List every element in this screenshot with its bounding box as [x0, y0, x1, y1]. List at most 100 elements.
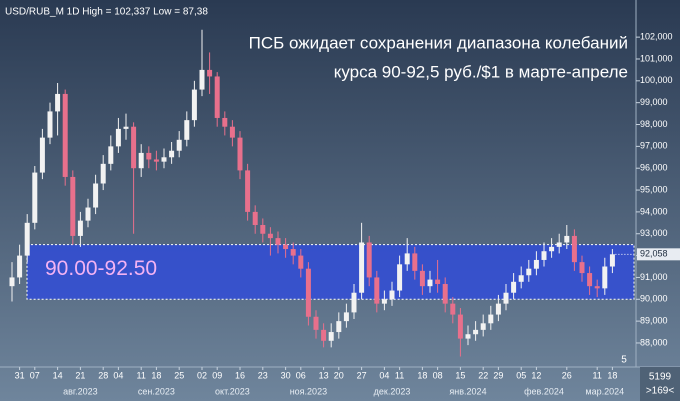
x-tick-label: 11 — [137, 370, 146, 380]
candle-body — [313, 316, 319, 330]
candle-body — [602, 266, 608, 289]
candle-body — [435, 279, 441, 284]
y-tick-label: 100,000 — [640, 75, 673, 85]
x-tick-label: 25 — [174, 370, 184, 380]
x-tick-label: 12 — [531, 370, 541, 380]
x-tick-label: 23 — [258, 370, 268, 380]
month-label: окт.2023 — [215, 386, 250, 396]
candle-body — [77, 220, 83, 236]
x-tick-label: 09 — [212, 370, 222, 380]
candle-body — [328, 332, 334, 341]
y-tick-label: 96,000 — [640, 163, 668, 173]
candle-body — [237, 137, 243, 171]
zoom-level: >169< — [646, 386, 675, 397]
candle-body — [419, 270, 425, 287]
candle-body — [169, 150, 175, 158]
y-tick-label: 89,000 — [640, 316, 668, 326]
candle-body — [229, 126, 235, 138]
candle-body — [47, 111, 53, 138]
x-tick-label: 06 — [296, 370, 306, 380]
candle-body — [450, 303, 456, 315]
x-tick-label: 18 — [607, 370, 617, 380]
y-tick-label: 88,000 — [640, 337, 668, 347]
x-tick-label: 08 — [433, 370, 443, 380]
candle-body — [579, 262, 585, 274]
chart-title: ПСБ ожидает сохранения диапазона колебан… — [249, 33, 628, 52]
candle-body — [24, 222, 30, 256]
candle-body — [275, 238, 281, 245]
x-tick-label: 29 — [493, 370, 503, 380]
candle-body — [161, 157, 167, 162]
candle-body — [336, 321, 342, 333]
candle-body — [222, 117, 228, 127]
chart-subtitle: курса 90-92,5 руб./$1 в марте-апреле — [334, 62, 628, 81]
month-label: сен.2023 — [138, 386, 175, 396]
candle-body — [526, 268, 532, 276]
candle-body — [191, 89, 197, 121]
candles — [9, 29, 615, 357]
y-tick-label: 98,000 — [640, 119, 668, 129]
candle-body — [184, 120, 190, 140]
y-tick-label: 102,000 — [640, 32, 673, 42]
range-band — [26, 244, 635, 300]
band-layer — [26, 244, 635, 300]
total-count: 5199 — [649, 372, 672, 383]
candle-body — [146, 152, 152, 160]
candle-body — [609, 254, 615, 267]
candle-body — [427, 279, 433, 287]
candle-body — [267, 233, 273, 239]
candle-body — [93, 183, 99, 208]
candle-body — [62, 93, 68, 177]
x-tick-label: 14 — [53, 370, 63, 380]
candle-body — [153, 159, 159, 162]
x-tick-label: 11 — [395, 370, 404, 380]
candle-body — [305, 268, 311, 317]
y-tick-label: 93,000 — [640, 228, 668, 238]
y-tick-label: 94,000 — [640, 206, 668, 216]
candle-body — [549, 246, 555, 252]
candle-body — [283, 244, 289, 250]
labels: 88,00089,00090,00091,00092,00093,00094,0… — [15, 32, 680, 396]
candle-body — [176, 139, 182, 151]
candle-body — [457, 314, 463, 339]
candle-body — [374, 277, 380, 304]
x-tick-label: 21 — [75, 370, 85, 380]
candle-body — [298, 255, 304, 269]
candle-body — [389, 290, 395, 300]
candle-body — [564, 235, 570, 243]
candle-body — [351, 292, 357, 313]
candle-body — [488, 314, 494, 324]
candle-body — [397, 264, 403, 291]
x-tick-label: 07 — [30, 370, 40, 380]
x-tick-label: 31 — [15, 370, 25, 380]
y-tick-label: 97,000 — [640, 141, 668, 151]
candle-body — [55, 93, 61, 112]
candle-body — [541, 251, 547, 260]
month-label: дек.2023 — [374, 386, 411, 396]
bars-count: 5 — [621, 355, 627, 366]
candle-body — [245, 170, 251, 212]
y-tick-label: 91,000 — [640, 272, 668, 282]
y-tick-label: 90,000 — [640, 294, 668, 304]
candle-body — [70, 176, 76, 236]
candle-body — [199, 69, 205, 90]
month-label: янв.2024 — [449, 386, 486, 396]
candle-body — [260, 225, 266, 234]
candle-body — [321, 329, 327, 341]
x-tick-label: 16 — [235, 370, 245, 380]
x-tick-label: 26 — [562, 370, 572, 380]
last-price-label: 92,058 — [640, 249, 668, 259]
candle-body — [214, 76, 220, 118]
candle-body — [571, 235, 577, 263]
x-tick-label: 28 — [98, 370, 108, 380]
x-tick-label: 13 — [319, 370, 329, 380]
candle-body — [138, 152, 144, 169]
candle-body — [252, 211, 258, 226]
candle-body — [465, 334, 471, 339]
candle-body — [17, 255, 23, 278]
candle-body — [587, 273, 593, 287]
candle-body — [556, 242, 562, 247]
x-tick-label: 11 — [593, 370, 602, 380]
